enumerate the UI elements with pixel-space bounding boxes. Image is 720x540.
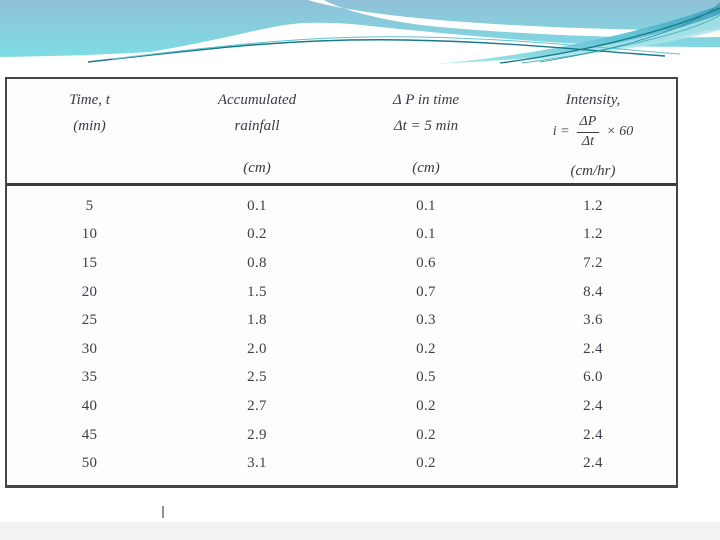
header-cell-time: Time, t (min) [7, 79, 172, 183]
header-delta-p-unit: (cm) [412, 160, 440, 176]
slide-footer-band [0, 522, 720, 540]
header-rainfall-unit: (cm) [243, 160, 271, 176]
cell-intensity: 6.0 [583, 369, 603, 386]
cell-time: 15 [81, 254, 98, 271]
intensity-formula: i = ΔP Δt × 60 [510, 114, 676, 151]
cell-delta-p: 0.6 [416, 254, 436, 271]
cell-time: 50 [81, 455, 98, 472]
header-cell-accumulated-rainfall: Accumulated rainfall (cm) [172, 79, 342, 183]
cell-intensity: 7.2 [583, 254, 603, 271]
table-body: 5 0.1 0.1 1.2 10 0.2 0.1 1.2 15 0.8 0.6 … [7, 186, 676, 478]
cell-rainfall: 2.9 [247, 426, 267, 443]
cell-rainfall: 2.7 [247, 397, 267, 414]
cell-intensity: 1.2 [583, 197, 603, 214]
table-row: 25 1.8 0.3 3.6 [7, 306, 676, 335]
cell-intensity: 2.4 [583, 340, 603, 357]
table-row: 15 0.8 0.6 7.2 [7, 249, 676, 278]
table-row: 5 0.1 0.1 1.2 [7, 192, 676, 221]
cell-intensity: 2.4 [583, 455, 603, 472]
wave-banner-graphic [0, 0, 720, 64]
formula-numerator: ΔP [579, 114, 597, 129]
cell-rainfall: 1.5 [247, 283, 267, 300]
cell-intensity: 2.4 [583, 426, 603, 443]
cell-intensity: 8.4 [583, 283, 603, 300]
cell-rainfall: 0.1 [247, 197, 267, 214]
cell-rainfall: 1.8 [247, 312, 267, 329]
cell-rainfall: 0.8 [247, 254, 267, 271]
header-delta-p-line2: Δt = 5 min [393, 118, 459, 134]
cell-delta-p: 0.2 [416, 397, 436, 414]
cell-delta-p: 0.5 [416, 369, 436, 386]
table-row: 30 2.0 0.2 2.4 [7, 335, 676, 364]
cell-delta-p: 0.2 [416, 426, 436, 443]
table-row: 45 2.9 0.2 2.4 [7, 421, 676, 450]
cell-rainfall: 0.2 [247, 226, 267, 243]
cell-intensity: 2.4 [583, 397, 603, 414]
header-time-line1: Time, t [69, 92, 110, 108]
table-row: 35 2.5 0.5 6.0 [7, 364, 676, 393]
cell-rainfall: 3.1 [247, 455, 267, 472]
header-delta-p-line1: Δ P in time [392, 92, 460, 108]
cell-time: 45 [81, 426, 98, 443]
cell-time: 35 [81, 369, 98, 386]
header-cell-intensity: Intensity, i = ΔP Δt × 60 (cm/hr) [510, 79, 676, 183]
header-rainfall-line1: Accumulated [217, 92, 297, 108]
cell-rainfall: 2.5 [247, 369, 267, 386]
cell-time: 20 [81, 283, 98, 300]
cell-delta-p: 0.7 [416, 283, 436, 300]
cell-time: 10 [81, 226, 98, 243]
cell-intensity: 3.6 [583, 312, 603, 329]
header-intensity-unit: (cm/hr) [570, 163, 616, 179]
cell-time: 40 [81, 397, 98, 414]
cell-delta-p: 0.3 [416, 312, 436, 329]
cell-time: 5 [85, 197, 94, 214]
cell-intensity: 1.2 [583, 226, 603, 243]
rainfall-table: Time, t (min) Accumulated rainfall (cm) … [5, 77, 678, 488]
cell-rainfall: 2.0 [247, 340, 267, 357]
cell-delta-p: 0.2 [416, 340, 436, 357]
formula-lhs: i = [552, 123, 570, 139]
header-time-line2: (min) [73, 118, 106, 134]
table-row: 40 2.7 0.2 2.4 [7, 392, 676, 421]
header-intensity-line1: Intensity, [565, 92, 621, 108]
formula-rhs: × 60 [606, 123, 634, 139]
cell-delta-p: 0.2 [416, 455, 436, 472]
table-row: 20 1.5 0.7 8.4 [7, 278, 676, 307]
cell-delta-p: 0.1 [416, 226, 436, 243]
cell-time: 30 [81, 340, 98, 357]
header-cell-delta-p: Δ P in time Δt = 5 min (cm) [342, 79, 510, 183]
formula-fraction: ΔP Δt [575, 114, 602, 151]
text-cursor-artifact [162, 506, 164, 518]
table-row: 50 3.1 0.2 2.4 [7, 449, 676, 478]
header-rainfall-line2: rainfall [234, 118, 280, 134]
cell-time: 25 [81, 312, 98, 329]
table-row: 10 0.2 0.1 1.2 [7, 221, 676, 250]
formula-denominator: Δt [576, 131, 599, 151]
cell-delta-p: 0.1 [416, 197, 436, 214]
table-header-row: Time, t (min) Accumulated rainfall (cm) … [7, 79, 676, 186]
